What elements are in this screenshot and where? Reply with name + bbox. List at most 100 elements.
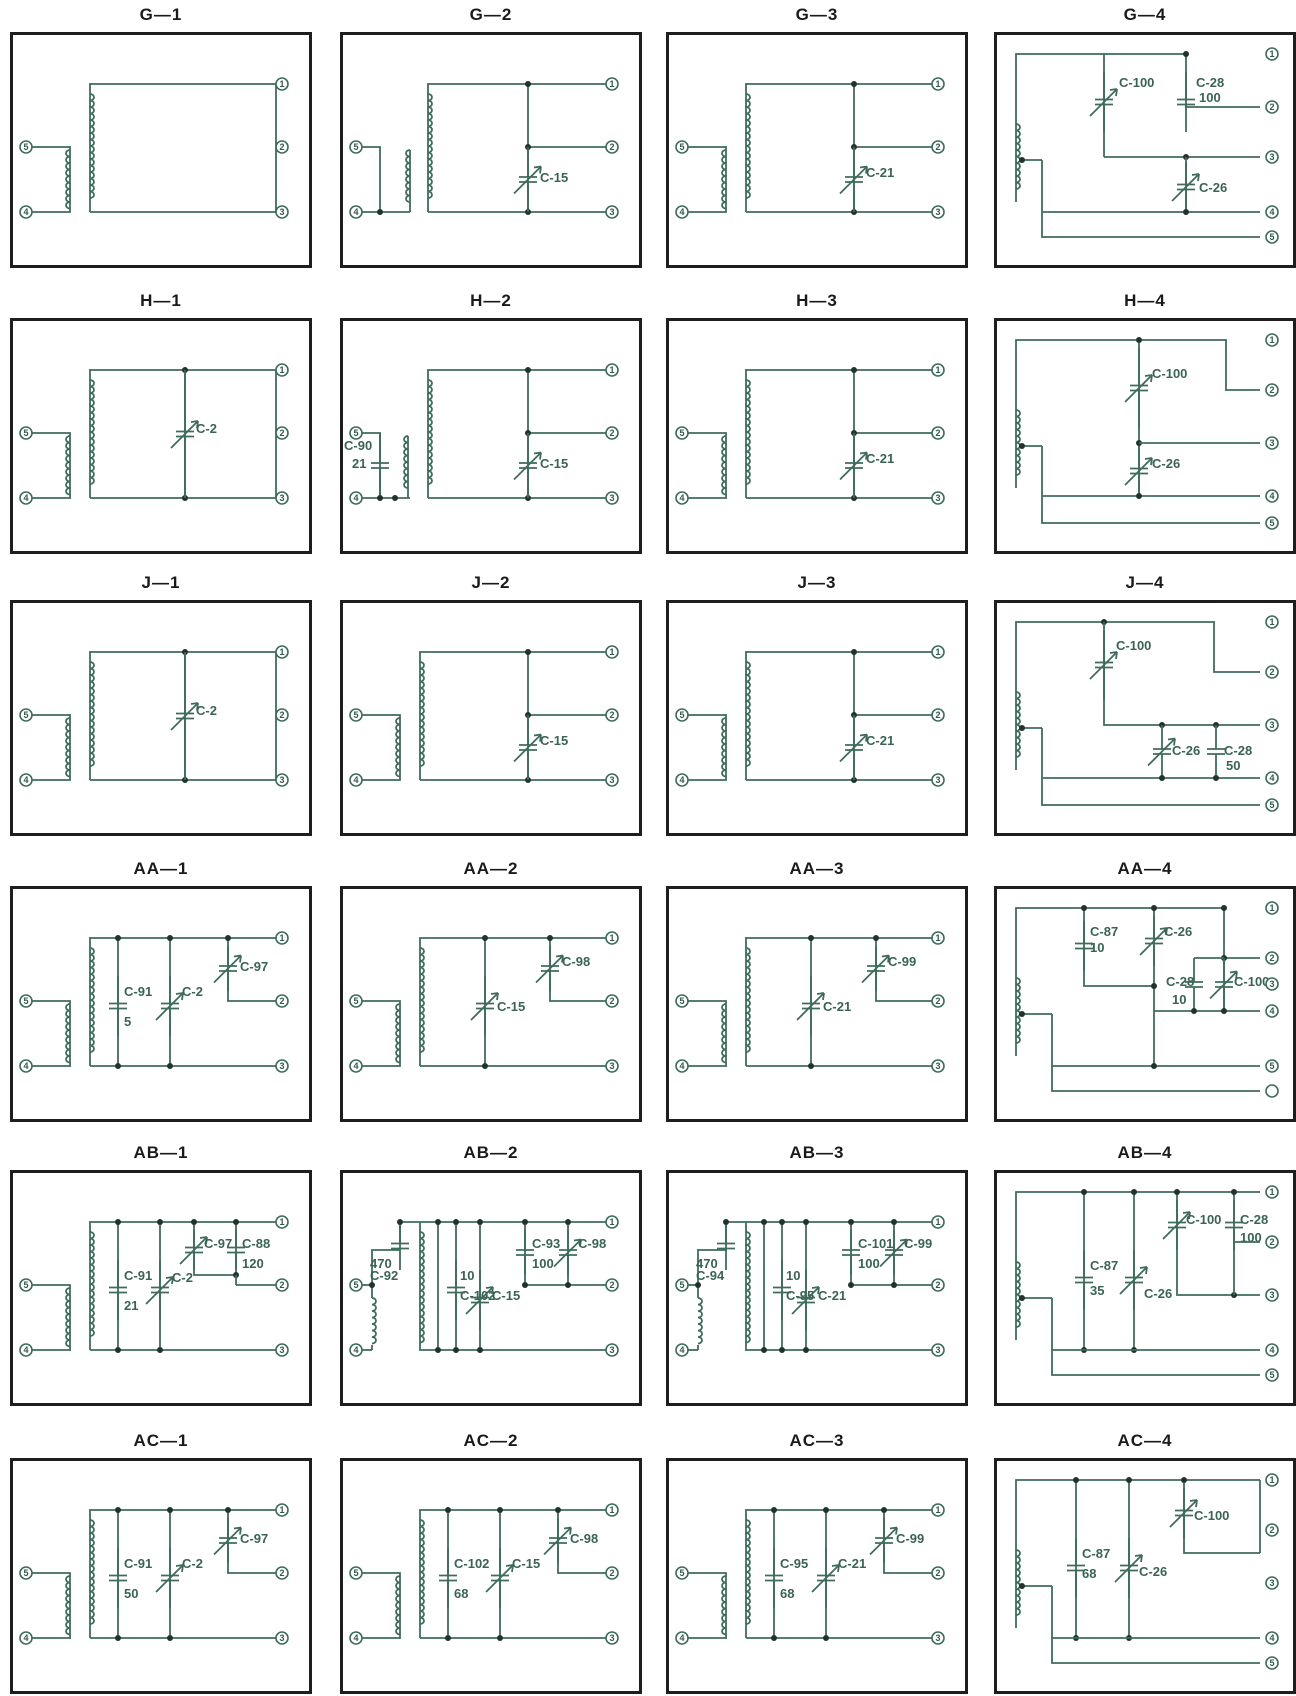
junction-dot: [377, 495, 383, 501]
component-label: C-98: [562, 954, 590, 969]
wire: [419, 1509, 606, 1638]
junction-dot: [1191, 1008, 1197, 1014]
terminal-number: 3: [1269, 438, 1274, 448]
terminal-number: 5: [679, 142, 684, 152]
terminal-1: [1265, 1185, 1279, 1199]
terminal-5: [675, 1566, 689, 1580]
wire: [745, 937, 932, 1066]
terminal-number: 4: [23, 207, 28, 217]
terminal-3: [605, 1343, 619, 1357]
variable-capacitor-arrow: [1139, 927, 1168, 956]
terminal-number: 5: [23, 142, 28, 152]
terminal-4: [675, 205, 689, 219]
terminal-4: [675, 1343, 689, 1357]
coil-winding: [371, 1297, 377, 1345]
terminal-number: 3: [609, 775, 614, 785]
junction-dot: [695, 1282, 701, 1288]
terminal-2: [605, 994, 619, 1008]
arrow-head-icon: [175, 1564, 184, 1573]
variable-capacitor-arrow: [155, 992, 184, 1021]
wire: [524, 1222, 606, 1286]
circuit-panel: C-90 21 C-15 5 4 1 2 3: [340, 318, 642, 554]
component-label: C-92: [370, 1268, 398, 1283]
variable-capacitor-arrow: [839, 451, 868, 481]
junction-dot: [823, 1635, 829, 1641]
panel-frame: [666, 886, 968, 1122]
variable-capacitor-arrow: [1089, 651, 1118, 680]
junction-dot: [848, 1219, 854, 1225]
junction-dot: [1126, 1477, 1132, 1483]
coil-winding: [721, 717, 727, 778]
terminal-number: 3: [935, 775, 940, 785]
component-label: 10: [1172, 992, 1186, 1007]
terminal-number: 5: [679, 710, 684, 720]
junction-dot: [555, 1507, 561, 1513]
terminal-number: 2: [935, 142, 940, 152]
component-label: C-21: [838, 1556, 866, 1571]
component-label: C-97: [240, 959, 268, 974]
coil-winding: [65, 149, 71, 210]
terminal-number: 1: [935, 365, 940, 375]
terminal-number: 3: [1269, 1578, 1274, 1588]
terminal-number: 5: [353, 142, 358, 152]
component-label: C-21: [866, 165, 894, 180]
circuit-panel: C-87 68 C-26 C-100 1 2 3 4 5: [994, 1458, 1296, 1694]
arrow-head-icon: [889, 1526, 898, 1535]
panel-title: H—2: [470, 291, 512, 310]
wire: [682, 146, 727, 213]
component-label: C-15: [540, 170, 568, 185]
terminal-4: [19, 491, 33, 505]
terminal-number: 3: [609, 207, 614, 217]
circuit-panel: C-21 5 4 1 2 3: [666, 318, 968, 554]
panel-frame: [340, 32, 642, 268]
terminal-number: 2: [935, 428, 940, 438]
junction-dot: [848, 1282, 854, 1288]
component-label: C-26: [1172, 743, 1200, 758]
junction-dot: [881, 1507, 887, 1513]
terminal-2: [275, 1278, 289, 1292]
wire: [1041, 446, 1260, 524]
wire: [26, 1572, 71, 1639]
terminal-3: [605, 491, 619, 505]
junction-dot: [191, 1219, 197, 1225]
junction-dot: [803, 1219, 809, 1225]
junction-dot: [115, 1507, 121, 1513]
component-label: C-100: [1194, 1508, 1229, 1523]
terminal-5: [349, 1566, 363, 1580]
variable-capacitor-arrow: [465, 1286, 494, 1315]
panel-frame: [994, 318, 1296, 554]
arrow-head-icon: [1182, 1211, 1191, 1220]
component-label: C-28: [1240, 1212, 1268, 1227]
variable-capacitor-arrow: [470, 992, 499, 1021]
terminal-5: [349, 708, 363, 722]
wire: [682, 714, 727, 781]
terminal-3: [931, 491, 945, 505]
terminal-2: [1265, 665, 1279, 679]
terminal-3: [1265, 718, 1279, 732]
arrow-head-icon: [859, 733, 868, 742]
terminal-number: 4: [679, 493, 684, 503]
junction-dot: [771, 1635, 777, 1641]
wire: [745, 1509, 932, 1638]
circuit-panel: C-102 68 C-15 C-98 5 4 1 2 3: [340, 1458, 642, 1694]
junction-dot: [1019, 725, 1025, 731]
terminal-4: [675, 1631, 689, 1645]
panel-title: AC—4: [1117, 1431, 1173, 1450]
terminal-4: [1265, 1004, 1279, 1018]
junction-dot: [851, 367, 857, 373]
terminal-2: [605, 708, 619, 722]
terminal-number: 3: [279, 1061, 284, 1071]
terminal-5: [675, 426, 689, 440]
terminal-3: [275, 1059, 289, 1073]
component-label: C-98: [570, 1531, 598, 1546]
component-label: C-101: [858, 1236, 893, 1251]
component-label: C-91: [124, 1268, 152, 1283]
panel-frame: [666, 1458, 968, 1694]
junction-dot: [1221, 905, 1227, 911]
wire: [89, 937, 276, 1066]
terminal-number: 4: [679, 207, 684, 217]
component-label: C-100: [1116, 638, 1151, 653]
wire: [193, 1222, 237, 1276]
